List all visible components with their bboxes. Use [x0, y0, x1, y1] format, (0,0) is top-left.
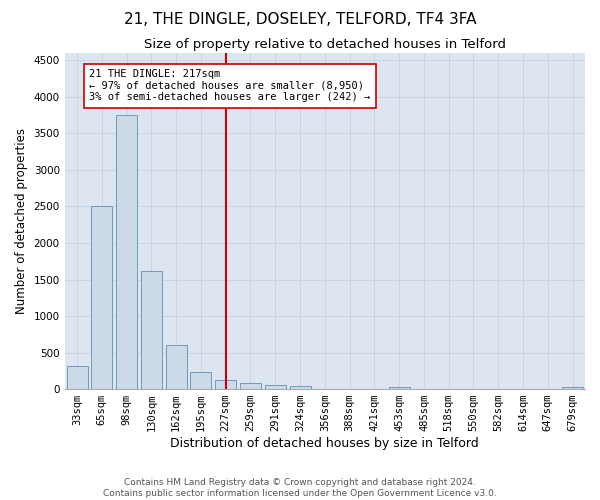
Bar	[91, 206, 112, 389]
Title: Size of property relative to detached houses in Telford: Size of property relative to detached ho…	[144, 38, 506, 51]
Bar	[240, 383, 261, 389]
Bar	[290, 386, 311, 389]
Bar	[166, 346, 187, 389]
Bar	[265, 385, 286, 389]
X-axis label: Distribution of detached houses by size in Telford: Distribution of detached houses by size …	[170, 437, 479, 450]
Bar	[141, 270, 162, 389]
Bar	[389, 387, 410, 389]
Bar	[67, 366, 88, 389]
Text: 21, THE DINGLE, DOSELEY, TELFORD, TF4 3FA: 21, THE DINGLE, DOSELEY, TELFORD, TF4 3F…	[124, 12, 476, 28]
Bar	[562, 387, 583, 389]
Bar	[215, 380, 236, 389]
Text: Contains HM Land Registry data © Crown copyright and database right 2024.
Contai: Contains HM Land Registry data © Crown c…	[103, 478, 497, 498]
Bar	[116, 115, 137, 389]
Text: 21 THE DINGLE: 217sqm
← 97% of detached houses are smaller (8,950)
3% of semi-de: 21 THE DINGLE: 217sqm ← 97% of detached …	[89, 69, 371, 102]
Y-axis label: Number of detached properties: Number of detached properties	[15, 128, 28, 314]
Bar	[190, 372, 211, 389]
